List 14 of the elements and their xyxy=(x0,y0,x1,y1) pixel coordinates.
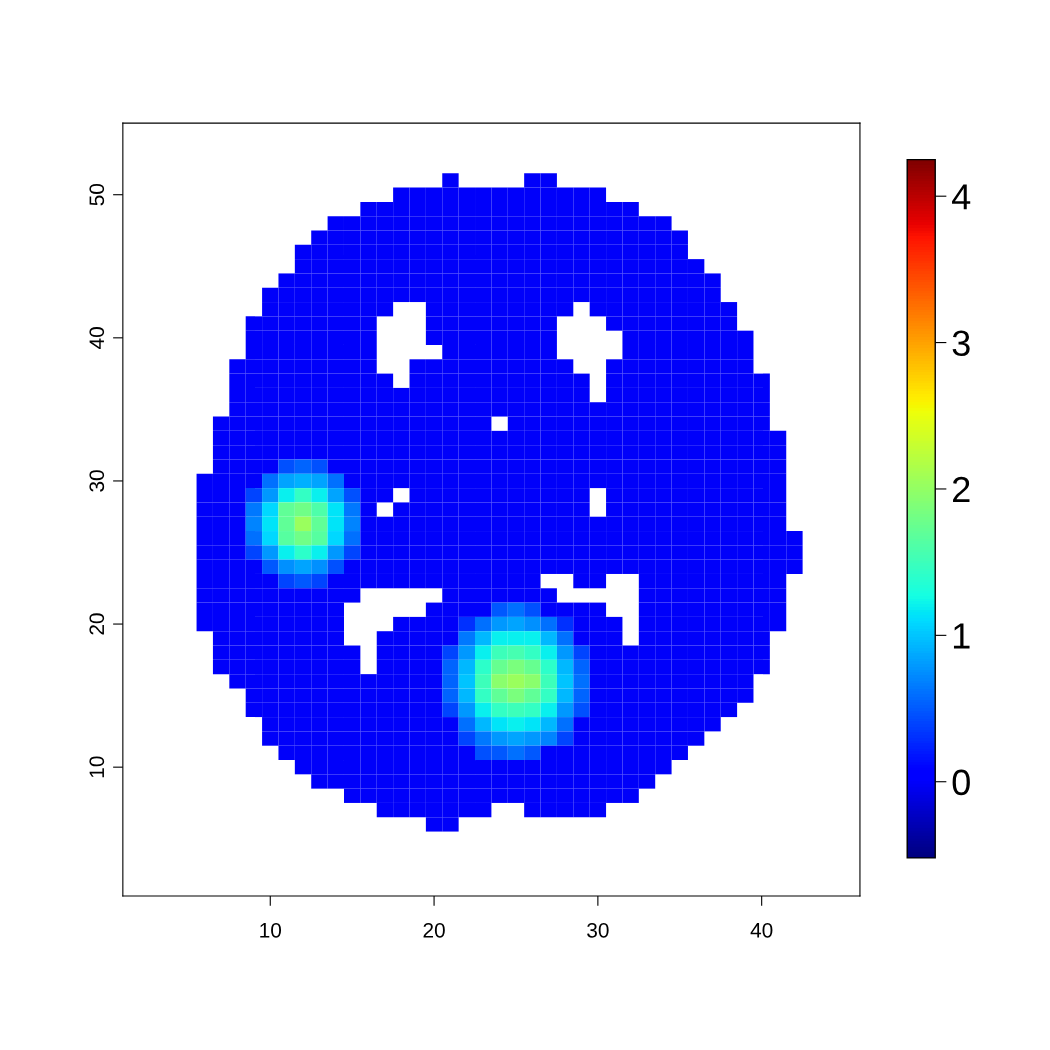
y-tick-label: 40 xyxy=(89,327,105,349)
color-bar-label: 1 xyxy=(953,623,970,649)
color-bar-label: 2 xyxy=(953,476,970,503)
x-tick-label: 30 xyxy=(587,922,609,938)
y-tick-label: 30 xyxy=(89,470,105,492)
x-tick-label: 10 xyxy=(260,922,282,938)
y-tick-label: 10 xyxy=(89,756,105,778)
color-bar-label: 3 xyxy=(952,330,970,357)
x-tick-label: 40 xyxy=(750,922,773,938)
y-tick-label: 50 xyxy=(89,183,105,206)
x-tick-label: 20 xyxy=(423,922,445,938)
color-bar-label: 0 xyxy=(952,769,970,796)
color-bar-label: 4 xyxy=(952,184,971,210)
y-tick-label: 20 xyxy=(89,613,105,635)
